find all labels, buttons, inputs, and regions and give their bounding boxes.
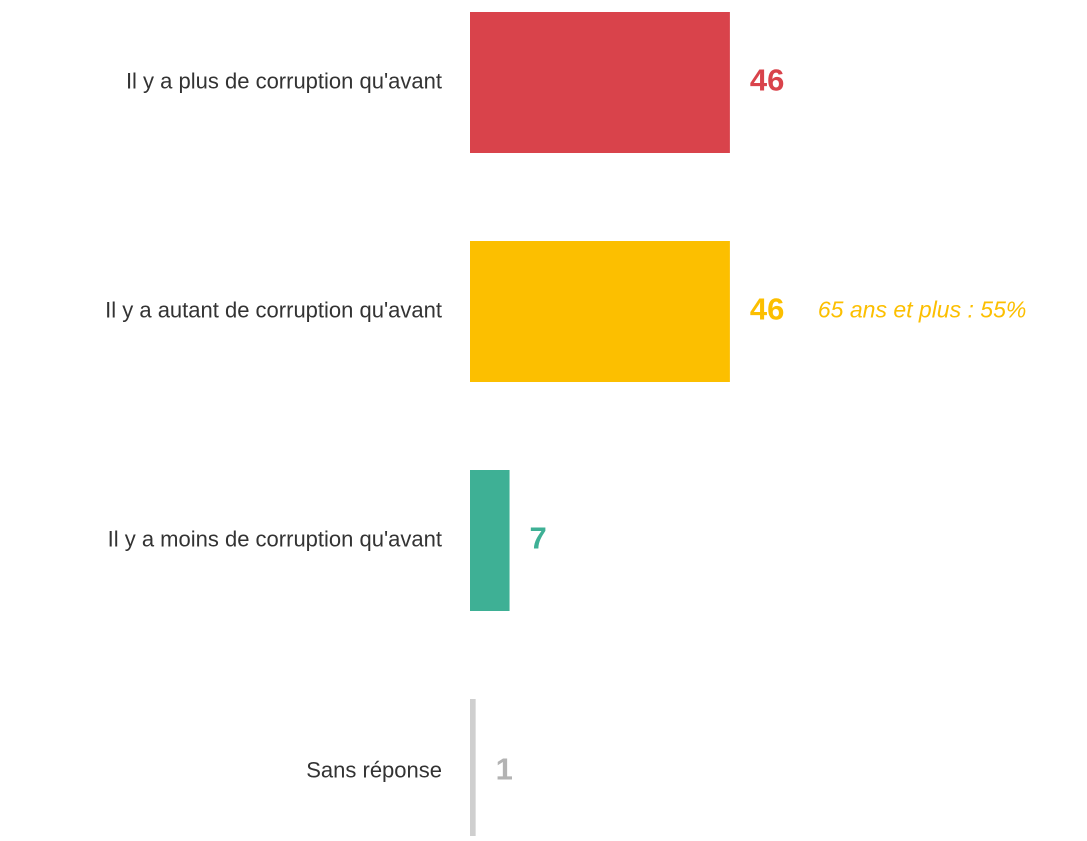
bar bbox=[470, 470, 510, 611]
category-label: Il y a autant de corruption qu'avant bbox=[105, 297, 442, 322]
category-label: Il y a moins de corruption qu'avant bbox=[108, 526, 442, 551]
value-label: 7 bbox=[530, 521, 547, 556]
category-label: Il y a plus de corruption qu'avant bbox=[126, 68, 442, 93]
value-label: 46 bbox=[750, 63, 784, 98]
annotation: 65 ans et plus : 55% bbox=[818, 297, 1026, 323]
bar bbox=[470, 241, 730, 382]
category-label: Sans réponse bbox=[306, 757, 442, 782]
value-label: 46 bbox=[750, 292, 784, 327]
bar bbox=[470, 699, 476, 836]
bar bbox=[470, 12, 730, 153]
value-label: 1 bbox=[496, 752, 513, 787]
